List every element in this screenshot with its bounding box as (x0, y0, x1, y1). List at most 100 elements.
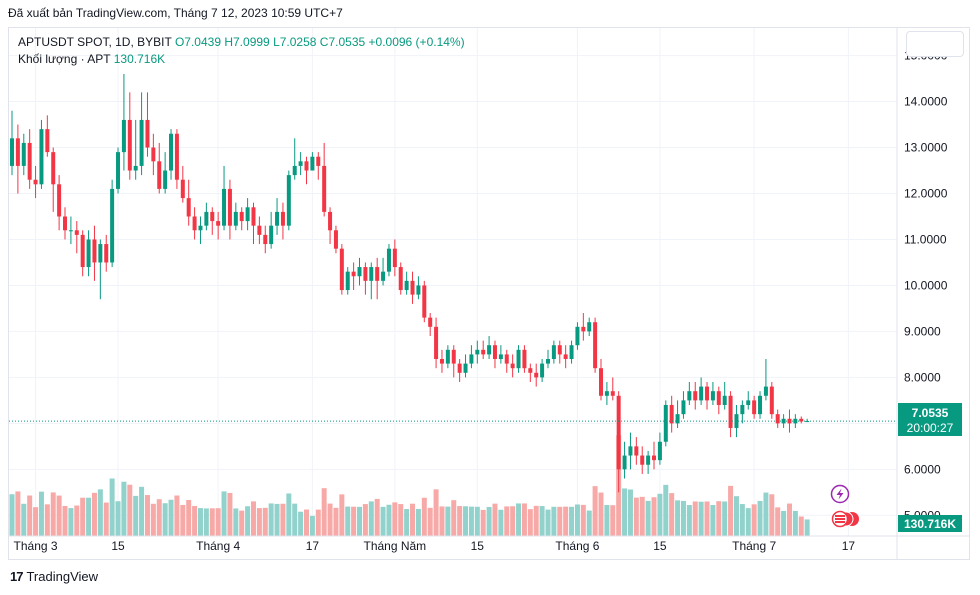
candle-body[interactable] (675, 414, 680, 424)
candle-body[interactable] (86, 239, 91, 268)
candle-body[interactable] (322, 165, 327, 212)
candle-body[interactable] (487, 345, 492, 355)
candle-body[interactable] (263, 234, 268, 245)
candle-body[interactable] (799, 418, 804, 422)
candle-body[interactable] (728, 395, 733, 428)
candle-body[interactable] (275, 211, 280, 226)
candle-body[interactable] (469, 354, 474, 364)
candle-body[interactable] (333, 230, 338, 249)
candle-body[interactable] (575, 326, 580, 346)
candle-body[interactable] (669, 404, 674, 424)
candle-body[interactable] (569, 345, 574, 360)
candle-body[interactable] (587, 322, 592, 332)
candle-body[interactable] (180, 179, 185, 199)
candle-body[interactable] (699, 386, 704, 401)
candle-body[interactable] (157, 161, 162, 189)
candle-body[interactable] (746, 400, 751, 405)
candle-body[interactable] (475, 349, 480, 355)
candle-body[interactable] (610, 391, 615, 396)
candle-body[interactable] (280, 211, 285, 226)
symbol-label[interactable]: APTUSDT SPOT, 1D, BYBIT (18, 35, 172, 49)
candle-body[interactable] (216, 221, 221, 226)
candle-body[interactable] (492, 345, 497, 360)
candle-body[interactable] (563, 354, 568, 360)
events-flag-icon[interactable] (831, 510, 860, 528)
candle-body[interactable] (540, 363, 545, 378)
candle-body[interactable] (763, 386, 768, 396)
candle-body[interactable] (534, 372, 539, 378)
candle-body[interactable] (74, 230, 79, 235)
candle-body[interactable] (622, 455, 627, 470)
candle-body[interactable] (652, 455, 657, 461)
candle-body[interactable] (328, 211, 333, 231)
candle-body[interactable] (687, 391, 692, 401)
candle-body[interactable] (21, 142, 26, 166)
candle-body[interactable] (110, 188, 115, 263)
candle-body[interactable] (557, 345, 562, 355)
candle-body[interactable] (657, 441, 662, 461)
candle-body[interactable] (339, 248, 344, 291)
candle-body[interactable] (451, 349, 456, 364)
candle-body[interactable] (310, 156, 315, 171)
candle-body[interactable] (663, 404, 668, 442)
candle-body[interactable] (722, 395, 727, 405)
candle-body[interactable] (646, 455, 651, 465)
candle-body[interactable] (139, 119, 144, 166)
candle-body[interactable] (210, 211, 215, 222)
candle-body[interactable] (398, 267, 403, 291)
candle-body[interactable] (33, 179, 38, 185)
candle-body[interactable] (545, 359, 550, 364)
candle-body[interactable] (10, 138, 14, 166)
candle-body[interactable] (498, 354, 503, 360)
candle-body[interactable] (775, 414, 780, 424)
candle-body[interactable] (628, 446, 633, 456)
candle-body[interactable] (98, 244, 103, 263)
candle-body[interactable] (39, 129, 44, 185)
candle-body[interactable] (27, 142, 32, 180)
candle-body[interactable] (522, 349, 527, 369)
candle-body[interactable] (428, 317, 433, 327)
candle-body[interactable] (269, 225, 274, 245)
candle-body[interactable] (57, 184, 62, 217)
candle-body[interactable] (410, 280, 415, 295)
candle-body[interactable] (593, 322, 598, 369)
candle-body[interactable] (599, 368, 603, 396)
candle-body[interactable] (716, 391, 721, 405)
candle-body[interactable] (169, 133, 174, 171)
footer-brand[interactable]: TradingView (26, 569, 99, 584)
candle-body[interactable] (133, 165, 138, 171)
candle-body[interactable] (304, 161, 309, 171)
candle-body[interactable] (681, 400, 686, 415)
volume-label[interactable]: Khối lượng · APT (18, 52, 111, 66)
candle-body[interactable] (758, 395, 763, 415)
candle-body[interactable] (463, 363, 468, 373)
candle-body[interactable] (740, 404, 745, 415)
candle-body[interactable] (222, 188, 227, 226)
candle-body[interactable] (15, 138, 20, 166)
candle-body[interactable] (357, 267, 362, 277)
candle-body[interactable] (251, 207, 256, 226)
candle-body[interactable] (734, 414, 739, 428)
candle-body[interactable] (233, 211, 238, 226)
candle-body[interactable] (345, 271, 350, 291)
lightning-icon[interactable] (830, 484, 850, 504)
candle-body[interactable] (386, 248, 391, 272)
candle-body[interactable] (45, 129, 50, 153)
candle-body[interactable] (163, 170, 168, 189)
candle-body[interactable] (616, 395, 621, 470)
candle-body[interactable] (634, 446, 639, 456)
candle-body[interactable] (286, 175, 291, 226)
candle-body[interactable] (257, 225, 262, 235)
candle-body[interactable] (516, 349, 521, 369)
candle-body[interactable] (752, 400, 757, 415)
candle-body[interactable] (298, 161, 303, 166)
candle-body[interactable] (292, 165, 297, 176)
candle-body[interactable] (693, 391, 698, 401)
candle-body[interactable] (381, 271, 386, 281)
candle-body[interactable] (51, 152, 56, 185)
candle-body[interactable] (445, 349, 450, 364)
candle-body[interactable] (422, 285, 427, 318)
candle-body[interactable] (145, 119, 150, 148)
candle-body[interactable] (63, 216, 68, 231)
